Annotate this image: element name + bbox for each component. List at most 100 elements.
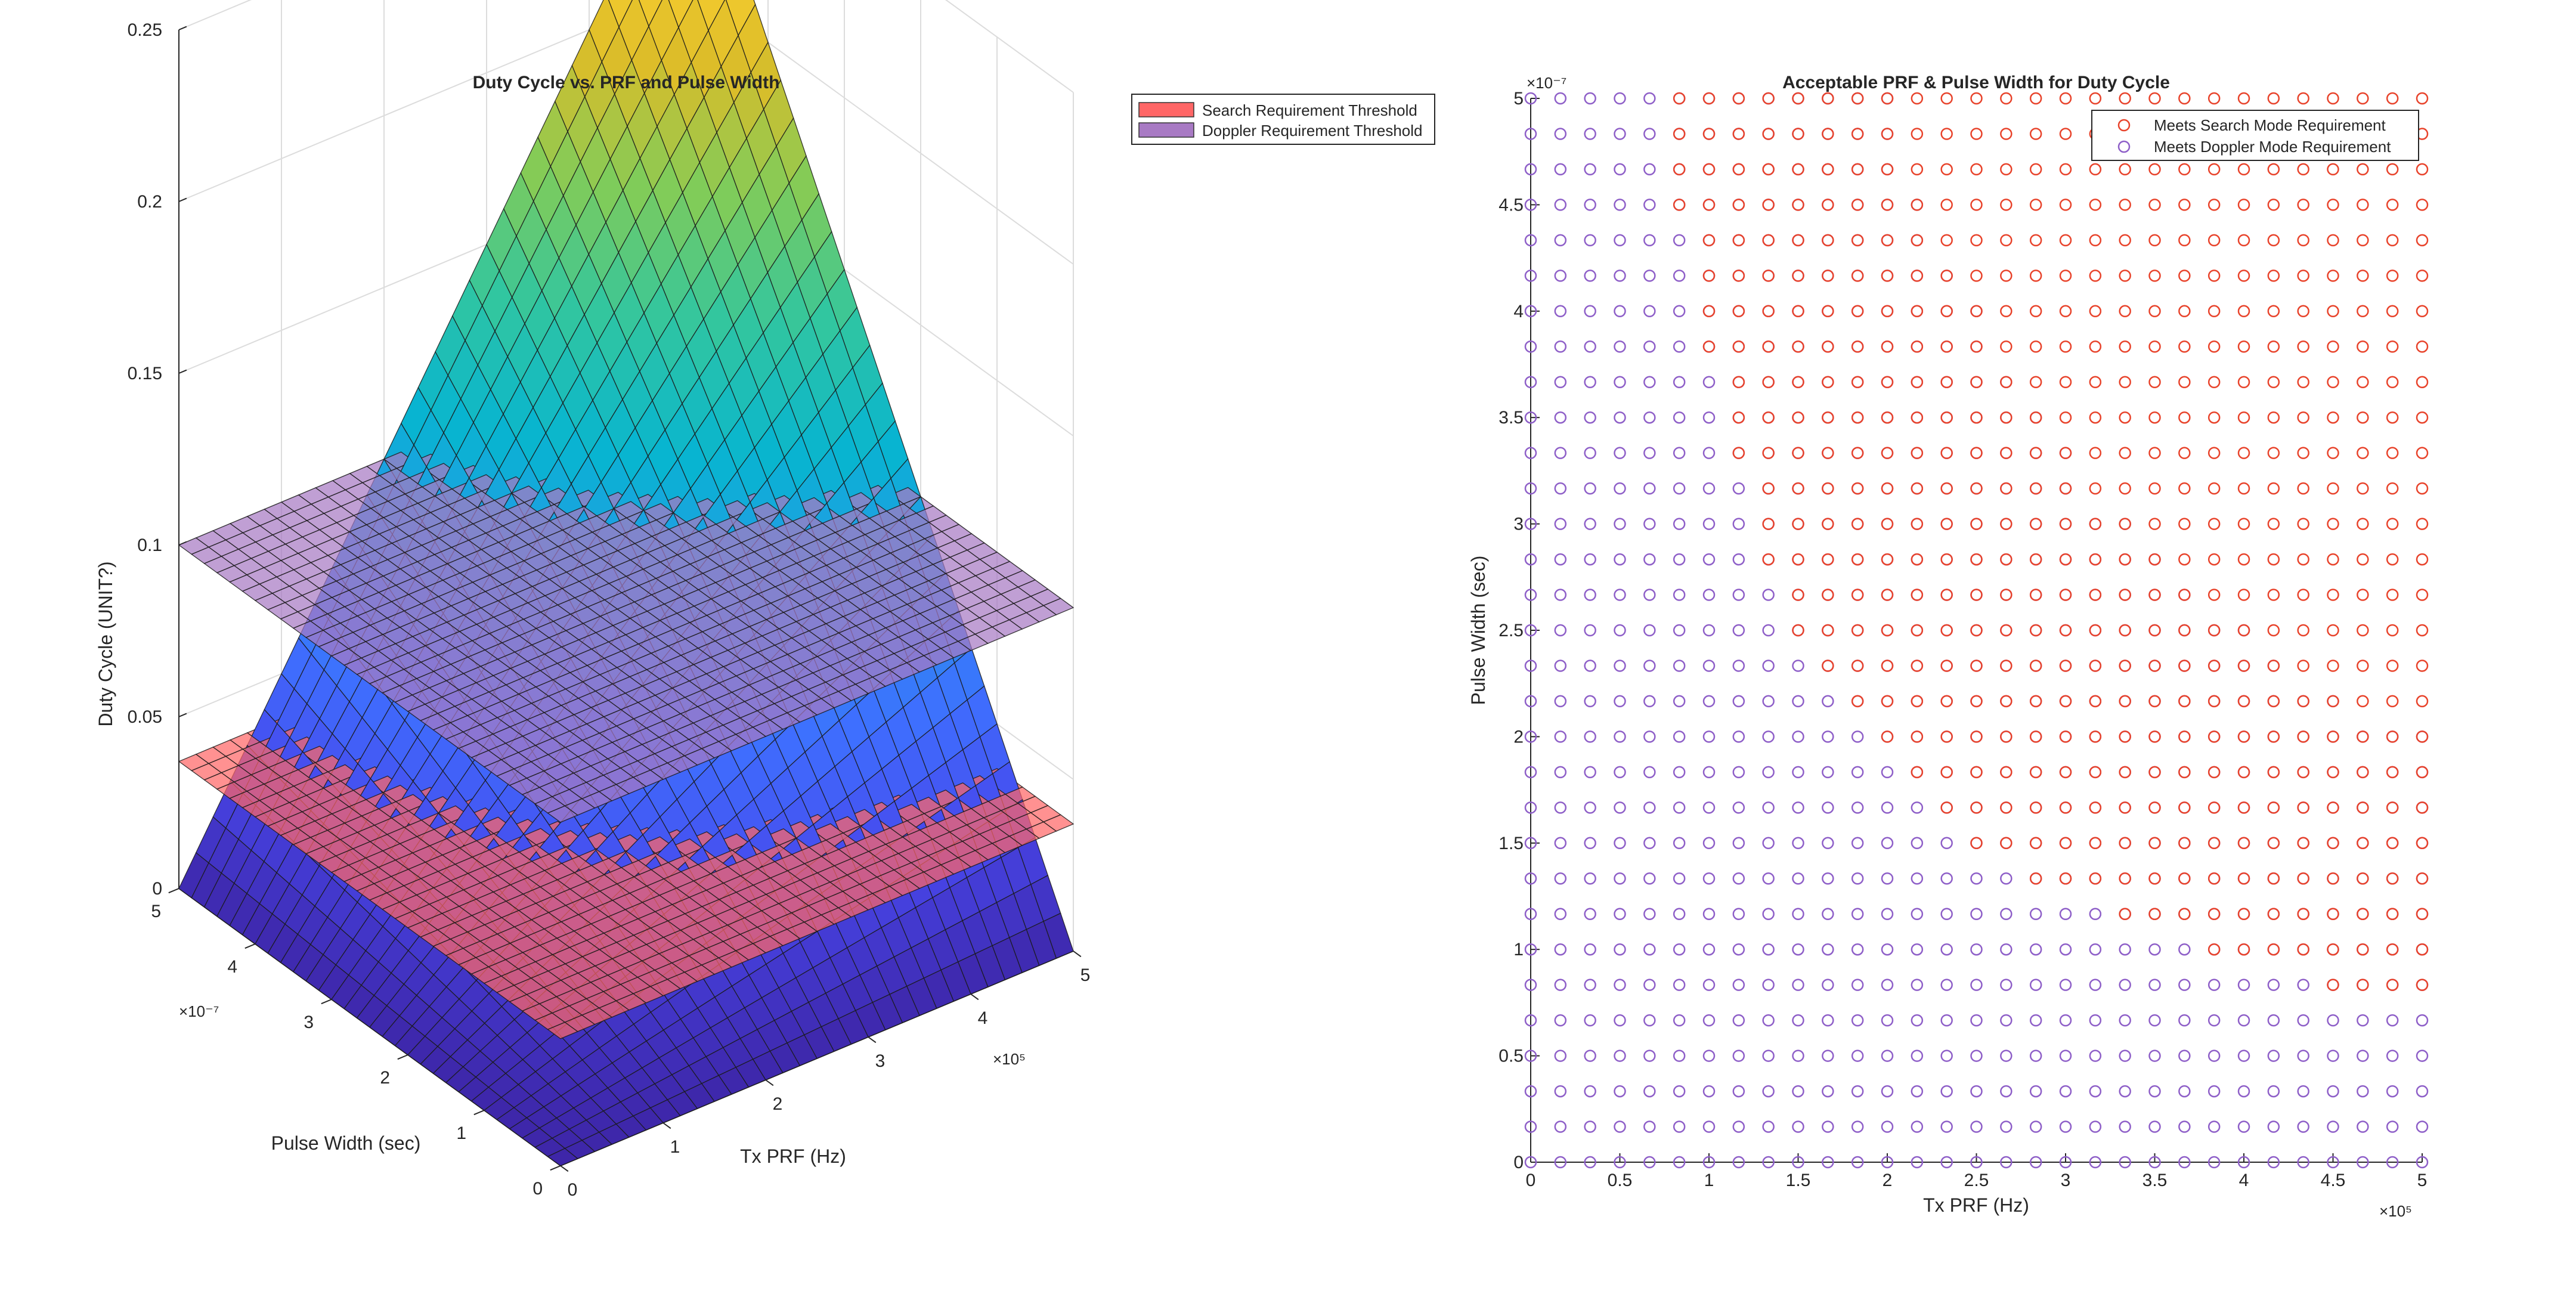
doppler-point: [1584, 518, 1596, 530]
search-point: [2416, 234, 2429, 247]
surface-zlabel: Duty Cycle (UNIT?): [95, 561, 116, 726]
doppler-point: [1940, 1085, 1953, 1098]
doppler-point: [1792, 1014, 1804, 1027]
search-point: [2267, 837, 2280, 850]
doppler-point: [1911, 908, 1924, 920]
search-point: [1851, 199, 1864, 211]
doppler-point: [1970, 872, 1983, 885]
search-point: [2297, 553, 2309, 566]
doppler-point: [1732, 766, 1745, 779]
search-point: [1792, 553, 1804, 566]
doppler-point: [1762, 908, 1775, 920]
search-point: [2207, 92, 2221, 105]
scatter-y-tick-label: 1: [1513, 940, 1524, 959]
doppler-point: [1554, 766, 1567, 779]
doppler-point: [1822, 1014, 1834, 1027]
search-point: [2148, 447, 2161, 459]
x-tick-mark: [970, 993, 979, 1001]
doppler-point: [1554, 1085, 1567, 1098]
search-point: [1762, 518, 1775, 530]
search-point: [2237, 730, 2250, 743]
doppler-point: [1584, 1156, 1596, 1169]
search-point: [1762, 553, 1775, 566]
doppler-point: [1643, 837, 1656, 850]
search-point: [2357, 234, 2369, 247]
surface-chart: 0 1 2 3 4 5 0 1 2 3 4 5 0 0.05 0.1 0.15 0.2 0.25 Duty Cyc…: [95, 0, 1435, 1200]
search-point: [1911, 411, 1924, 424]
search-point: [2267, 695, 2280, 708]
doppler-point: [1732, 1014, 1745, 1027]
search-point: [2059, 730, 2072, 743]
search-point: [1732, 447, 1745, 459]
search-point: [2267, 660, 2280, 672]
doppler-point: [1554, 979, 1567, 991]
search-point: [2386, 766, 2399, 779]
search-point: [1911, 270, 1924, 282]
doppler-point: [1643, 234, 1656, 247]
search-point: [1792, 340, 1804, 353]
doppler-point: [1614, 447, 1626, 459]
scatter-y-tick-label: 5: [1513, 89, 1524, 109]
doppler-point: [1702, 1120, 1716, 1133]
doppler-point: [1940, 837, 1953, 850]
search-point: [1970, 766, 1983, 779]
search-point: [2267, 270, 2280, 282]
doppler-point: [1702, 482, 1716, 495]
doppler-point: [1732, 801, 1745, 814]
search-point: [2267, 411, 2280, 424]
doppler-point: [1524, 1049, 1537, 1062]
doppler-point: [2059, 1085, 2072, 1098]
search-point: [1732, 305, 1745, 318]
search-point: [1702, 234, 1716, 247]
search-point: [2207, 270, 2221, 282]
x-tick-mark: [1073, 951, 1082, 958]
doppler-point: [1643, 340, 1656, 353]
doppler-point: [1554, 695, 1567, 708]
search-point: [2416, 553, 2429, 566]
search-point: [2237, 270, 2250, 282]
surface-x-exponent: ×10⁵: [993, 1050, 1026, 1068]
doppler-point: [2029, 1049, 2042, 1062]
search-point: [2089, 447, 2102, 459]
doppler-point: [1851, 1049, 1864, 1062]
doppler-point: [2029, 979, 2042, 991]
search-point: [2357, 589, 2369, 601]
search-point: [2207, 447, 2221, 459]
doppler-point: [1702, 872, 1716, 885]
search-point: [2327, 801, 2339, 814]
search-point: [1851, 553, 1864, 566]
search-point: [2059, 589, 2072, 601]
scatter-legend-label-doppler: Meets Doppler Mode Requirement: [2154, 138, 2391, 156]
search-point: [2416, 943, 2429, 956]
doppler-point: [1792, 943, 1804, 956]
scatter-legend-label-search: Meets Search Mode Requirement: [2154, 116, 2386, 134]
doppler-point: [2327, 1085, 2339, 1098]
doppler-point: [1614, 1014, 1626, 1027]
scatter-y-tick-label: 3: [1513, 515, 1524, 534]
search-point: [2119, 340, 2131, 353]
search-point: [2000, 163, 2012, 176]
search-point: [2237, 589, 2250, 601]
doppler-point: [1673, 553, 1686, 566]
doppler-point: [1911, 837, 1924, 850]
doppler-point: [2327, 1156, 2339, 1169]
scatter-x-exponent: ×10⁵: [2379, 1202, 2412, 1220]
doppler-point: [1673, 340, 1686, 353]
search-point: [2148, 163, 2161, 176]
search-point: [2148, 482, 2161, 495]
search-point: [1792, 199, 1804, 211]
search-point: [2207, 234, 2221, 247]
search-point: [1940, 589, 1953, 601]
search-point: [1822, 199, 1834, 211]
search-point: [2327, 943, 2339, 956]
doppler-point: [1643, 624, 1656, 637]
surface-xlabel: Tx PRF (Hz): [740, 1146, 846, 1167]
doppler-point: [1614, 482, 1626, 495]
doppler-point: [1524, 979, 1537, 991]
doppler-point: [1702, 730, 1716, 743]
doppler-point: [1881, 872, 1894, 885]
doppler-point: [1673, 589, 1686, 601]
search-point: [2148, 270, 2161, 282]
search-point: [2357, 553, 2369, 566]
legend-swatch-doppler: [1138, 122, 1194, 138]
